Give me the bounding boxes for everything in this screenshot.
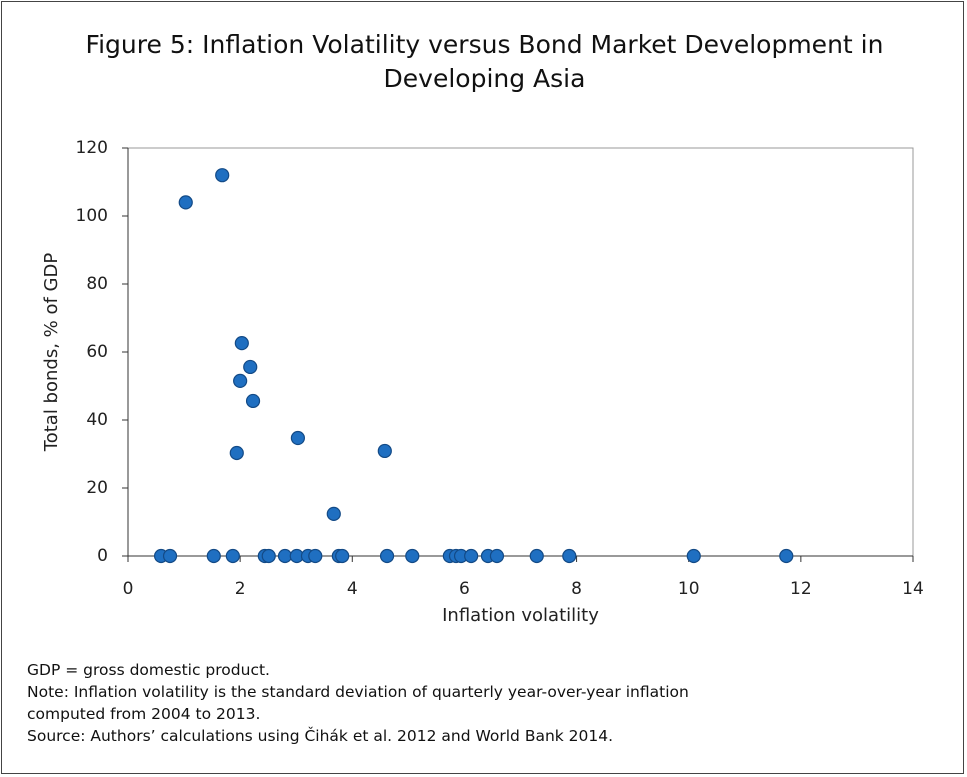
x-tick-label: 8	[571, 579, 582, 599]
point	[379, 548, 395, 564]
y-tick-label: 20	[86, 478, 108, 498]
point	[234, 336, 249, 351]
notes: GDP = gross domestic product. Note: Infla…	[27, 659, 747, 747]
point	[335, 548, 350, 564]
point	[277, 548, 293, 564]
point	[229, 445, 244, 461]
point	[225, 548, 240, 564]
x-tick-label: 12	[790, 579, 812, 599]
point	[377, 443, 392, 459]
point	[233, 373, 248, 388]
y-tick-label: 60	[86, 342, 108, 362]
point	[162, 548, 178, 564]
note: Note: Inflation volatility is the standa…	[27, 683, 689, 723]
x-tick-label: 14	[902, 579, 924, 599]
point	[464, 548, 479, 564]
y-tick-label: 0	[97, 546, 108, 566]
point	[243, 359, 258, 375]
note: Source: Authors’ calculations using Čihá…	[27, 727, 614, 745]
point	[178, 195, 193, 210]
chart-title: Figure 5: Inflation Volatility versus Bo…	[85, 30, 884, 93]
x-tick-label: 10	[678, 579, 700, 599]
point	[489, 548, 505, 564]
x-tick-label: 6	[459, 579, 470, 599]
point	[206, 548, 221, 564]
y-tick-label: 40	[86, 410, 108, 430]
point	[562, 548, 577, 564]
point	[405, 548, 420, 564]
y-axis-label: Total bonds, % of GDP	[41, 253, 62, 453]
x-tick-label: 2	[235, 579, 246, 599]
x-axis-label: Inflation volatility	[442, 605, 599, 626]
point	[779, 548, 794, 564]
point	[529, 548, 544, 564]
plot-area	[127, 147, 914, 557]
x-tick-label: 0	[123, 579, 134, 599]
note: GDP = gross domestic product.	[27, 661, 270, 679]
point	[290, 430, 305, 446]
point	[326, 506, 341, 521]
x-tick-label: 4	[347, 579, 358, 599]
point	[215, 168, 230, 183]
point	[245, 393, 261, 409]
y-tick-label: 120	[76, 138, 108, 158]
y-tick-label: 80	[86, 274, 108, 294]
point	[261, 548, 276, 564]
y-tick-label: 100	[76, 206, 108, 226]
point	[686, 548, 701, 564]
point	[308, 548, 323, 564]
